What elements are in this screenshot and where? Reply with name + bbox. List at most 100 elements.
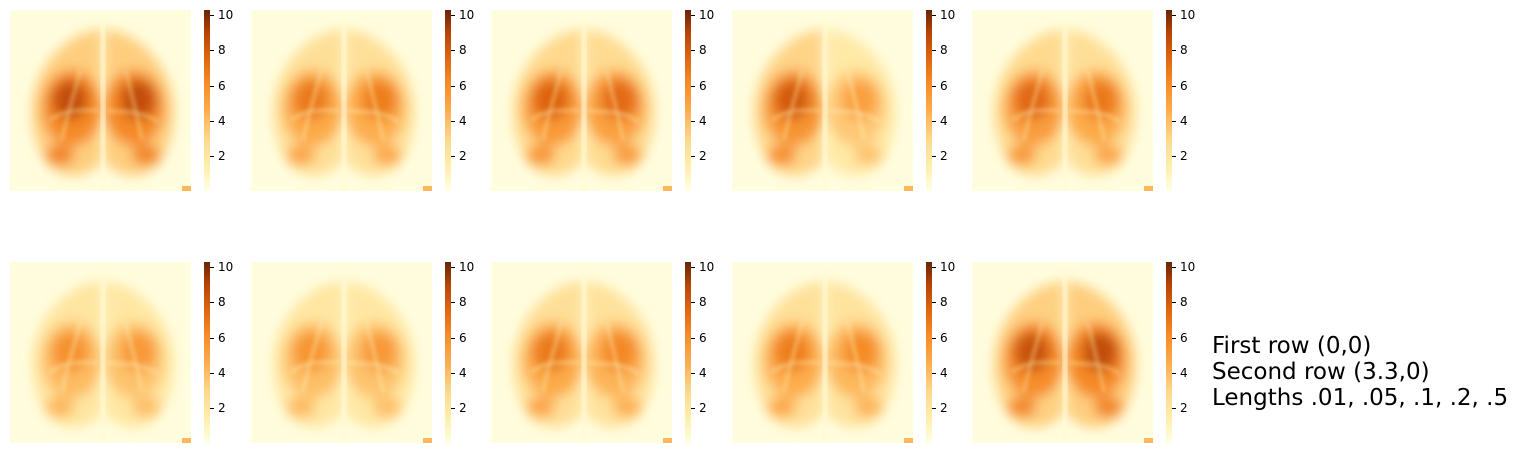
colorbar-tick: [1172, 121, 1176, 122]
heatmap-panel-r2-c4: [732, 262, 913, 443]
annotation-text: First row (0,0) Second row (3.3,0) Lengt…: [1212, 333, 1508, 411]
colorbar-tick-label: 2: [459, 401, 467, 415]
colorbar-tick-label: 4: [459, 366, 467, 380]
colorbar-tick: [1172, 50, 1176, 51]
colorbar-r2-c3: 2 4 6 8 10: [685, 261, 714, 443]
colorbar-tick: [210, 267, 214, 268]
colorbar-tick-label: 10: [218, 8, 234, 22]
colorbar-tick-label: 4: [940, 114, 948, 128]
colorbar-tick: [691, 373, 695, 374]
heatmap-panel-r2-c2: [251, 262, 432, 443]
hemisphere-left: [32, 281, 103, 428]
colorbar-tick-label: 10: [699, 8, 715, 22]
colorbar-r2-c4: 2 4 6 8 10: [926, 261, 955, 443]
colorbar-tick: [691, 86, 695, 87]
colorbar-gradient: [926, 10, 932, 191]
heatmap-panel-r2-c5: [972, 262, 1153, 443]
colorbar-tick: [1172, 302, 1176, 303]
colorbar-tick-label: 2: [1180, 401, 1188, 415]
annotation-line-1: First row (0,0): [1212, 333, 1372, 359]
annotation-line-3: Lengths .01, .05, .1, .2, .5: [1212, 385, 1509, 411]
colorbar-tick-label: 2: [699, 149, 707, 163]
heatmap-panel-r1-c3: [491, 10, 672, 191]
hemisphere-right: [585, 281, 655, 428]
colorbar-tick-label: 4: [699, 114, 707, 128]
colorbar-tick-label: 4: [940, 366, 948, 380]
hemisphere-right: [826, 281, 896, 428]
colorbar-tick-label: 8: [459, 43, 467, 57]
colorbar-tick: [932, 15, 936, 16]
colorbar-tick: [691, 302, 695, 303]
hemisphere-left: [513, 29, 583, 176]
colorbar-tick-label: 4: [459, 114, 467, 128]
colorbar-tick: [932, 408, 936, 409]
colorbar-tick: [451, 267, 455, 268]
colorbar-tick-label: 10: [459, 260, 475, 274]
colorbar-tick: [451, 338, 455, 339]
colorbar-tick-label: 10: [1180, 260, 1196, 274]
hemisphere-left: [754, 281, 824, 428]
colorbar-tick: [210, 86, 214, 87]
colorbar-tick: [932, 86, 936, 87]
colorbar-r2-c2: 2 4 6 8 10: [445, 261, 474, 443]
colorbar-gradient: [685, 10, 691, 191]
heatmap-panel-r2-c1: [10, 262, 191, 443]
colorbar-tick: [451, 408, 455, 409]
hemisphere-left: [513, 281, 583, 428]
colorbar-tick: [1172, 267, 1176, 268]
colorbar-tick: [1172, 156, 1176, 157]
colorbar-r1-c5: 2 4 6 8 10: [1166, 9, 1195, 191]
colorbar-gradient: [445, 262, 451, 443]
colorbar-tick: [1172, 338, 1176, 339]
annotation-line-2: Second row (3.3,0): [1212, 359, 1430, 385]
colorbar-tick-label: 6: [1180, 331, 1188, 345]
colorbar-tick-label: 8: [940, 43, 948, 57]
colorbar-tick: [451, 50, 455, 51]
heatmap-panel-r1-c2: [251, 10, 432, 191]
colorbar-tick-label: 10: [459, 8, 475, 22]
colorbar-tick: [451, 15, 455, 16]
colorbar-tick-label: 10: [940, 8, 956, 22]
heatmap-panel-r2-c3: [491, 262, 672, 443]
colorbar-r1-c4: 2 4 6 8 10: [926, 9, 955, 191]
colorbar-tick-label: 2: [218, 401, 226, 415]
colorbar-tick: [932, 302, 936, 303]
colorbar-tick-label: 6: [459, 79, 467, 93]
heatmap-panel-r1-c4: [732, 10, 913, 191]
colorbar-gradient: [204, 10, 210, 191]
colorbar-r1-c2: 2 4 6 8 10: [445, 9, 474, 191]
colorbar-tick-label: 6: [699, 331, 707, 345]
colorbar-tick: [1172, 408, 1176, 409]
colorbar-tick-label: 10: [1180, 8, 1196, 22]
colorbar-gradient: [204, 262, 210, 443]
colorbar-r2-c1: 2 4 6 8 10: [204, 261, 233, 443]
colorbar-gradient: [445, 10, 451, 191]
colorbar-tick-label: 6: [218, 79, 226, 93]
colorbar-tick: [691, 338, 695, 339]
colorbar-tick: [691, 408, 695, 409]
colorbar-tick-label: 6: [699, 79, 707, 93]
colorbar-tick-label: 4: [218, 366, 226, 380]
colorbar-tick: [932, 156, 936, 157]
colorbar-tick: [210, 302, 214, 303]
colorbar-tick-label: 10: [218, 260, 234, 274]
colorbar-tick: [691, 156, 695, 157]
colorbar-tick-label: 4: [218, 114, 226, 128]
colorbar-r2-c5: 2 4 6 8 10: [1166, 261, 1195, 443]
colorbar-tick-label: 10: [699, 260, 715, 274]
colorbar-tick: [1172, 373, 1176, 374]
hemisphere-left: [273, 29, 343, 176]
colorbar-tick: [210, 121, 214, 122]
colorbar-tick: [451, 121, 455, 122]
colorbar-tick-label: 8: [218, 295, 226, 309]
colorbar-tick: [1172, 86, 1176, 87]
colorbar-tick: [210, 373, 214, 374]
colorbar-tick-label: 2: [1180, 149, 1188, 163]
hemisphere-left: [273, 281, 343, 428]
heatmap-panel-r1-c5: [972, 10, 1153, 191]
colorbar-gradient: [1166, 10, 1172, 191]
colorbar-tick-label: 2: [940, 401, 948, 415]
colorbar-gradient: [1166, 262, 1172, 443]
colorbar-tick: [451, 156, 455, 157]
colorbar-gradient: [685, 262, 691, 443]
